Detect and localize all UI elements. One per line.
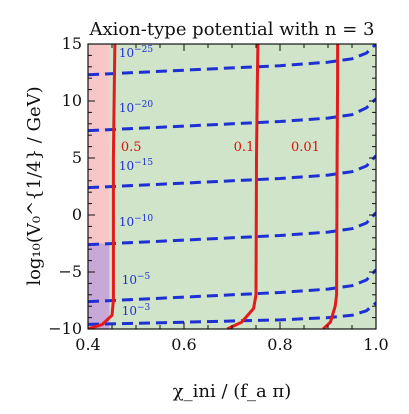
y-tick-label: 0: [72, 205, 82, 224]
y-tick-label: 5: [72, 148, 82, 167]
x-tick-label: 0.8: [267, 335, 292, 354]
x-tick-label: 0.6: [171, 335, 196, 354]
blue-dashed-curves: [88, 44, 376, 326]
blue-curve-1: [88, 97, 376, 133]
blue-curve-label-5: 10−3: [122, 303, 151, 318]
red-curve-label-0: 0.5: [121, 140, 142, 155]
blue-curve-label-4: 10−5: [122, 272, 151, 287]
region-pink: [88, 44, 110, 244]
shaded-regions: [88, 44, 376, 329]
y-tick-label: −10: [48, 319, 82, 338]
blue-curve-5: [88, 301, 376, 326]
red-curve-label-2: 0.01: [291, 140, 320, 155]
y-tick-label: −5: [58, 262, 82, 281]
red-curve-label-1: 0.1: [234, 140, 255, 155]
chart-title: Axion-type potential with n = 3: [88, 19, 374, 40]
y-axis-label: log₁₀(V₀^{1/4} / GeV): [24, 86, 45, 285]
blue-curve-0: [88, 44, 376, 77]
red-curve-2: [322, 44, 340, 329]
x-tick-label: 0.4: [75, 335, 100, 354]
y-tick-label: 15: [62, 34, 82, 53]
blue-curve-4: [88, 268, 376, 304]
x-axis-label: χ_ini / (f_a π): [173, 381, 292, 402]
y-tick-label: 10: [62, 91, 82, 110]
axis-ticks: 0.4 0.6 0.8 1.0 −10 −5 0 5 10 15: [48, 34, 388, 354]
red-curve-1: [226, 44, 260, 329]
blue-curve-label-3: 10−10: [119, 214, 154, 229]
region-purple: [88, 243, 110, 329]
blue-curve-label-2: 10−15: [119, 158, 154, 173]
blue-curve-label-1: 10−20: [119, 100, 154, 115]
region-green: [109, 44, 376, 329]
red-curve-0: [88, 44, 117, 329]
red-contour-curves: [88, 44, 340, 329]
blue-curve-label-0: 10−25: [119, 45, 154, 60]
x-tick-label: 1.0: [363, 335, 388, 354]
blue-curve-2: [88, 154, 376, 190]
blue-curve-3: [88, 211, 376, 247]
curve-labels: 10−25 10−20 10−15 10−10 10−5 10−3 0.5 0.1 0.01: [119, 45, 320, 318]
